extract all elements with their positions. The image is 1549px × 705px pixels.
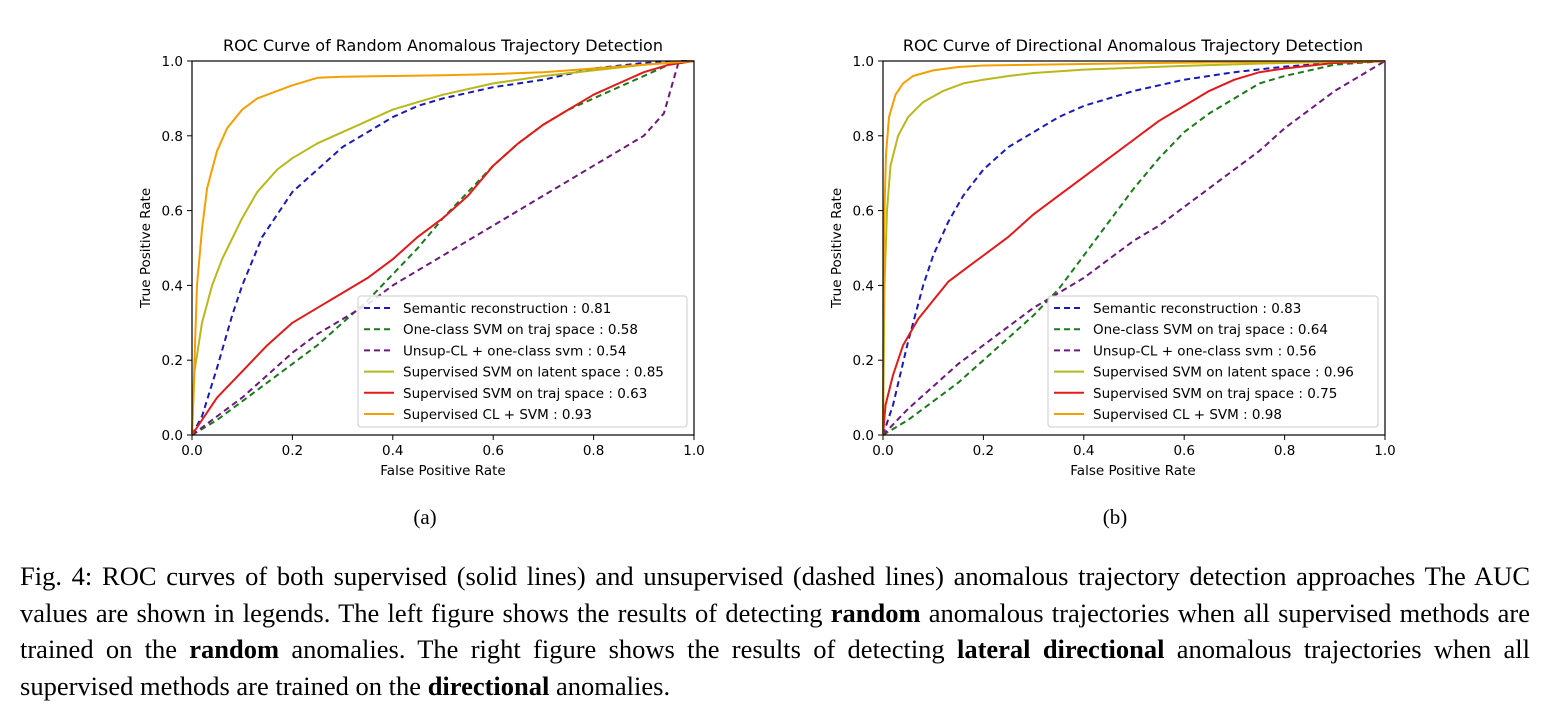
y-tick-label: 0.4 bbox=[162, 278, 183, 294]
y-tick-label: 0.8 bbox=[853, 129, 874, 145]
roc-series-one-class-svm-on-traj-space bbox=[882, 60, 1386, 436]
roc-series-unsup-cl-one-class-svm bbox=[882, 60, 1386, 436]
plot-frame bbox=[882, 60, 1386, 436]
roc-series-supervised-svm-on-latent-space bbox=[882, 60, 1386, 436]
legend-label: Unsup-CL + one-class svm : 0.56 bbox=[1093, 343, 1316, 359]
legend-box bbox=[1047, 295, 1379, 428]
y-tick-label: 0.0 bbox=[162, 428, 183, 444]
roc-chart-random: ROC Curve of Random Anomalous Trajectory… bbox=[138, 36, 705, 479]
legend-label: Semantic reconstruction : 0.81 bbox=[403, 301, 611, 317]
y-tick-labels: 0.0 0.2 0.4 0.6 0.8 1.0 bbox=[162, 54, 192, 444]
caption-text: anomalous trajectories when all supervis… bbox=[20, 597, 1531, 665]
legend-label: One-class SVM on traj space : 0.64 bbox=[1093, 322, 1328, 338]
x-tick-label: 0.8 bbox=[583, 443, 604, 459]
x-tick-label: 0.4 bbox=[1073, 443, 1094, 459]
legend-label: Supervised SVM on traj space : 0.63 bbox=[403, 386, 647, 402]
caption-text: anomalies. bbox=[556, 670, 671, 701]
x-tick-label: 1.0 bbox=[683, 443, 704, 459]
roc-figure: ROC Curve of Random Anomalous Trajectory… bbox=[138, 36, 1396, 529]
legend-label: Supervised SVM on latent space : 0.85 bbox=[403, 365, 664, 381]
series-lines bbox=[882, 60, 1386, 436]
roc-series-supervised-svm-on-traj-space bbox=[191, 60, 695, 436]
roc-series-semantic-reconstruction bbox=[191, 60, 695, 436]
x-tick-label: 0.6 bbox=[1173, 443, 1194, 459]
x-tick-label: 0.0 bbox=[181, 443, 202, 459]
x-tick-label: 0.0 bbox=[872, 443, 893, 459]
plot-frame bbox=[191, 60, 695, 436]
y-tick-label: 0.8 bbox=[162, 129, 183, 145]
y-tick-label: 0.0 bbox=[853, 428, 874, 444]
y-tick-labels: 0.0 0.2 0.4 0.6 0.8 1.0 bbox=[853, 54, 883, 444]
roc-series-supervised-svm-on-latent-space bbox=[191, 60, 695, 436]
roc-series-supervised-svm-on-traj-space bbox=[882, 60, 1386, 436]
subfigure-label-a: (a) bbox=[413, 505, 436, 529]
x-tick-labels: 0.0 0.2 0.4 0.6 0.8 1.0 bbox=[181, 435, 705, 459]
caption-text: ROC curves of both supervised (solid lin… bbox=[20, 561, 1530, 628]
y-tick-label: 0.2 bbox=[162, 353, 183, 369]
legend-box bbox=[357, 295, 688, 428]
legend-label: Supervised CL + SVM : 0.98 bbox=[1093, 407, 1282, 423]
chart-title: ROC Curve of Random Anomalous Trajectory… bbox=[223, 36, 663, 55]
caption-bold: random bbox=[830, 597, 921, 628]
legend-label: Supervised SVM on traj space : 0.75 bbox=[1093, 386, 1337, 402]
legend-label: Semantic reconstruction : 0.83 bbox=[1093, 301, 1301, 317]
roc-series-supervised-cl-svm bbox=[882, 60, 1386, 436]
y-tick-label: 1.0 bbox=[162, 54, 183, 70]
figure-caption: Fig. 4: ROC curves of both supervised (s… bbox=[20, 558, 1530, 704]
caption-bold: random bbox=[189, 634, 280, 664]
y-tick-label: 0.2 bbox=[853, 353, 874, 369]
subfigure-label-b: (b) bbox=[1103, 505, 1128, 529]
legend: Semantic reconstruction : 0.83 One-class … bbox=[1047, 295, 1379, 428]
x-tick-label: 0.2 bbox=[282, 443, 303, 459]
legend: Semantic reconstruction : 0.81 One-class … bbox=[357, 295, 688, 428]
y-axis-label: True Positive Rate bbox=[829, 188, 845, 309]
x-axis-label: False Positive Rate bbox=[1070, 463, 1195, 479]
x-tick-label: 0.4 bbox=[382, 443, 403, 459]
y-axis-label: True Positive Rate bbox=[138, 188, 154, 309]
chart-title: ROC Curve of Directional Anomalous Traje… bbox=[903, 36, 1363, 55]
x-tick-labels: 0.0 0.2 0.4 0.6 0.8 1.0 bbox=[872, 435, 1396, 459]
y-tick-label: 0.6 bbox=[162, 204, 183, 220]
series-lines bbox=[191, 60, 695, 436]
legend-label: Supervised CL + SVM : 0.93 bbox=[403, 407, 592, 423]
caption-text: anomalous trajectories when all supervis… bbox=[20, 634, 1531, 701]
y-tick-label: 0.6 bbox=[853, 204, 874, 220]
legend-label: Supervised SVM on latent space : 0.96 bbox=[1093, 365, 1354, 381]
x-tick-label: 0.8 bbox=[1274, 443, 1295, 459]
x-tick-label: 1.0 bbox=[1374, 443, 1395, 459]
x-tick-label: 0.6 bbox=[482, 443, 503, 459]
roc-series-semantic-reconstruction bbox=[882, 60, 1386, 436]
legend-label: Unsup-CL + one-class svm : 0.54 bbox=[403, 343, 626, 359]
roc-series-supervised-cl-svm bbox=[191, 60, 695, 436]
caption-text: anomalies. The right figure shows the re… bbox=[291, 634, 945, 664]
caption-bold: lateral directional bbox=[956, 634, 1165, 664]
roc-series-unsup-cl-one-class-svm bbox=[191, 60, 694, 436]
legend-label: One-class SVM on traj space : 0.58 bbox=[403, 322, 638, 338]
roc-chart-directional: ROC Curve of Directional Anomalous Traje… bbox=[829, 36, 1396, 479]
y-tick-label: 0.4 bbox=[853, 278, 874, 294]
x-tick-label: 0.2 bbox=[973, 443, 994, 459]
caption-bold: directional bbox=[427, 670, 550, 701]
y-tick-label: 1.0 bbox=[853, 54, 874, 70]
x-axis-label: False Positive Rate bbox=[380, 463, 505, 479]
caption-prefix: Fig. 4: bbox=[20, 561, 93, 591]
